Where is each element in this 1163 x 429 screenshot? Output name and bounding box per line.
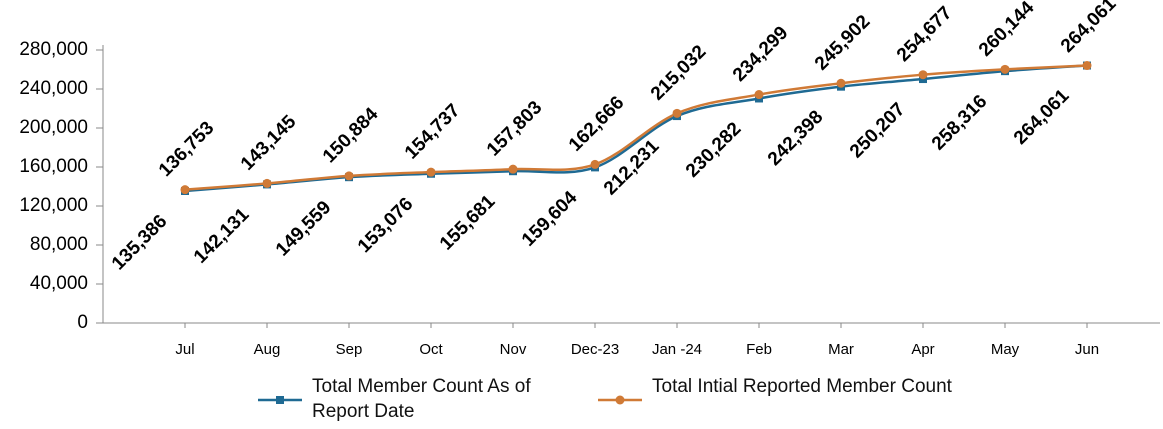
x-tick-label: Oct <box>419 341 443 358</box>
data-label: 264,061 <box>1057 0 1121 57</box>
x-tick-label: Jul <box>175 341 194 358</box>
legend-marker <box>615 395 625 405</box>
marker <box>590 159 600 169</box>
marker <box>1082 61 1092 71</box>
y-tick-label: 240,000 <box>19 78 88 99</box>
marker <box>836 78 846 88</box>
marker <box>508 164 518 174</box>
data-label: 142,131 <box>190 204 254 268</box>
x-tick-label: Jan -24 <box>652 341 702 358</box>
marker <box>426 167 436 177</box>
y-tick-label: 120,000 <box>19 195 88 216</box>
data-label: 245,902 <box>811 11 874 74</box>
x-tick-label: May <box>991 341 1020 358</box>
data-label: 153,076 <box>354 194 417 257</box>
data-label: 258,316 <box>928 91 991 154</box>
data-label: 254,677 <box>893 3 956 66</box>
marker <box>262 178 272 188</box>
x-tick-label: Feb <box>746 341 772 358</box>
data-label: 155,681 <box>436 191 500 255</box>
data-label: 162,666 <box>565 92 628 155</box>
y-tick-label: 280,000 <box>19 39 88 60</box>
y-tick-label: 160,000 <box>19 156 88 177</box>
data-label: 260,144 <box>975 0 1039 61</box>
data-label: 157,803 <box>483 97 546 160</box>
data-label: 215,032 <box>647 41 710 104</box>
legend-label: Total Intial Reported Member Count <box>652 376 952 397</box>
x-tick-label: Jun <box>1075 341 1099 358</box>
legend-label: Total Member Count As of Report Date <box>312 376 531 422</box>
marker <box>672 108 682 118</box>
marker <box>1000 64 1010 74</box>
data-label: 264,061 <box>1010 85 1074 149</box>
y-tick-label: 0 <box>77 312 88 333</box>
series-line <box>184 64 1088 191</box>
marker <box>180 185 190 195</box>
y-tick-label: 200,000 <box>19 117 88 138</box>
y-tick-label: 40,000 <box>30 273 88 294</box>
data-label: 250,207 <box>846 99 909 162</box>
data-label: 150,884 <box>319 104 383 168</box>
marker <box>344 171 354 181</box>
data-label: 234,299 <box>729 23 792 86</box>
data-label: 230,282 <box>682 118 745 181</box>
legend-marker <box>276 396 284 404</box>
data-label: 135,386 <box>108 211 171 274</box>
data-label: 149,559 <box>272 197 335 260</box>
x-tick-label: Aug <box>254 341 281 358</box>
x-tick-label: Dec-23 <box>571 341 619 358</box>
x-tick-label: Nov <box>500 341 527 358</box>
data-label: 143,145 <box>237 111 301 175</box>
data-label: 154,737 <box>401 100 464 163</box>
y-tick-label: 80,000 <box>30 234 88 255</box>
data-label: 159,604 <box>518 187 582 251</box>
x-tick-label: Apr <box>911 341 934 358</box>
marker <box>754 90 764 100</box>
data-label: 242,398 <box>764 107 827 170</box>
marker <box>918 70 928 80</box>
x-tick-label: Mar <box>828 341 854 358</box>
x-tick-label: Sep <box>336 341 363 358</box>
data-label: 136,753 <box>155 118 218 181</box>
